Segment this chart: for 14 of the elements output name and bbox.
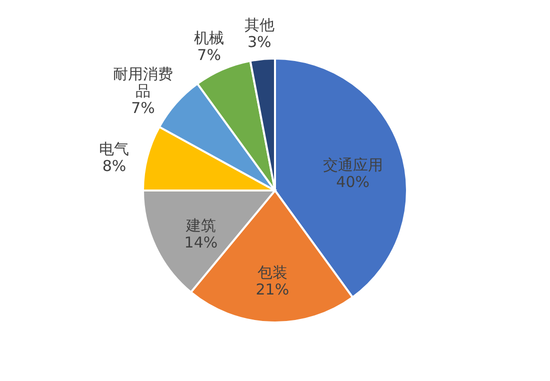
data-label: 3% <box>247 33 272 52</box>
data-label: 14% <box>184 233 218 252</box>
data-label: 21% <box>256 280 290 298</box>
slice-label: 包装 <box>257 263 288 282</box>
data-label: 7% <box>197 46 221 64</box>
slice-label: 交通应用 <box>322 156 383 174</box>
data-label: 40% <box>336 173 370 192</box>
slice-label: 电气 <box>99 140 130 158</box>
slice-label: 建筑 <box>184 216 216 234</box>
data-label: 8% <box>102 157 126 176</box>
slice-label: 耐用消费品 <box>112 65 173 100</box>
slice-label: 机械 <box>194 29 224 48</box>
data-label: 7% <box>131 99 155 118</box>
slice-label: 其他 <box>244 16 274 34</box>
